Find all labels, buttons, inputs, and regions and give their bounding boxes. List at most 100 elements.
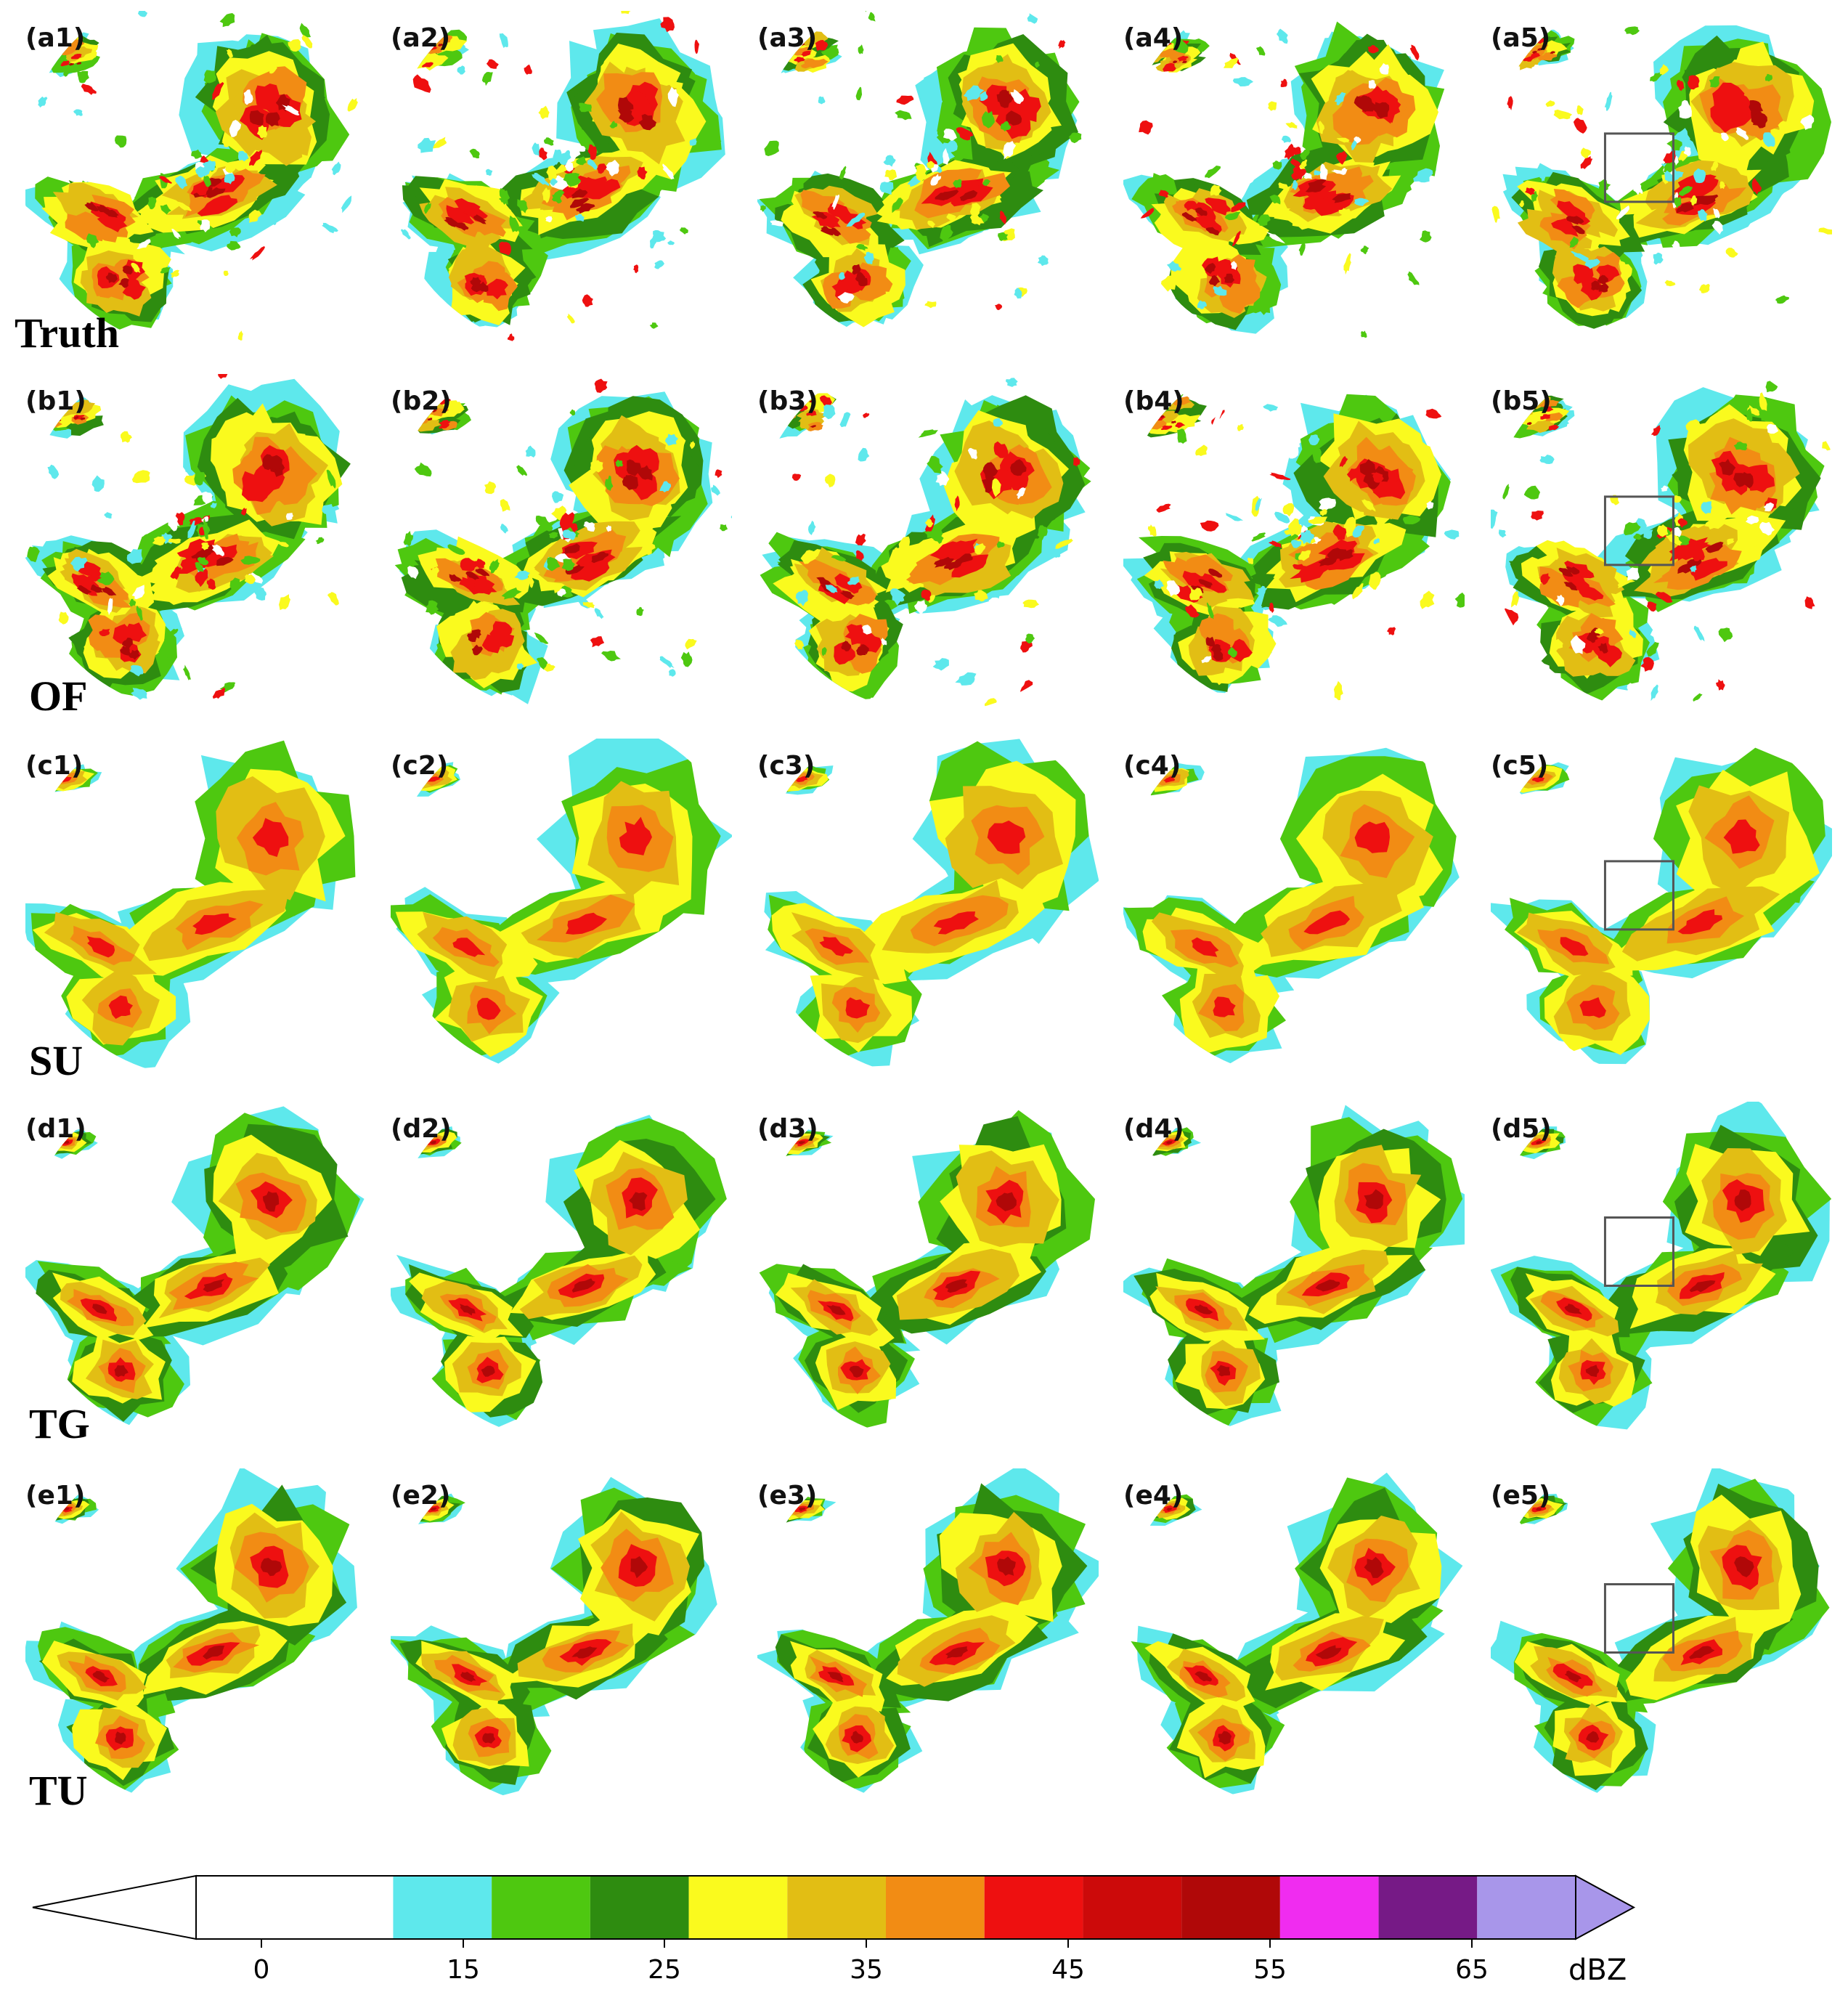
echo-speckle bbox=[1272, 160, 1282, 170]
echo-speckle bbox=[609, 121, 618, 129]
echo-speckle bbox=[1624, 26, 1640, 36]
echo-speckle bbox=[1693, 168, 1706, 184]
radar-map bbox=[757, 1468, 1099, 1797]
echo-speckle bbox=[1720, 132, 1729, 142]
echo-dred bbox=[115, 1731, 126, 1745]
echo-speckle bbox=[575, 214, 585, 222]
radar-map bbox=[757, 11, 1085, 333]
echo-speckle bbox=[1656, 524, 1669, 537]
echo-speckle bbox=[1269, 195, 1281, 205]
echo-dred bbox=[945, 1279, 968, 1293]
echo-speckle bbox=[195, 568, 208, 588]
echo-speckle bbox=[1314, 170, 1322, 176]
echo-speckle bbox=[70, 556, 88, 572]
highlight-box bbox=[1603, 132, 1674, 203]
echo-speckle bbox=[269, 216, 277, 225]
echo-speckle bbox=[1210, 184, 1222, 196]
echo-red bbox=[571, 560, 610, 582]
echo-dred bbox=[1734, 1190, 1751, 1211]
radar-map bbox=[396, 11, 725, 344]
echo-speckle bbox=[166, 509, 180, 527]
echo-red bbox=[1175, 422, 1186, 428]
echo-speckle bbox=[1498, 529, 1507, 538]
beam-gap bbox=[477, 11, 505, 70]
colorbar-segment bbox=[886, 1876, 985, 1939]
echo-speckle bbox=[86, 233, 99, 248]
echo-dred bbox=[120, 646, 131, 656]
echo-speckle bbox=[1594, 86, 1605, 97]
echo-speckle bbox=[544, 137, 554, 146]
echo-speckle bbox=[282, 105, 300, 115]
echo-dred bbox=[1224, 273, 1235, 283]
echo-speckle bbox=[839, 166, 847, 180]
echo-red bbox=[1723, 819, 1760, 854]
colorbar-frame bbox=[195, 1875, 1576, 1940]
echo-speckle bbox=[982, 179, 991, 187]
echo-speckle bbox=[1072, 457, 1080, 467]
echo-red bbox=[1303, 910, 1351, 935]
echo-speckle bbox=[1454, 592, 1465, 608]
beam-gap bbox=[1577, 374, 1605, 433]
echo-red bbox=[806, 410, 817, 416]
echo-speckle bbox=[175, 175, 188, 190]
radar-map bbox=[391, 1468, 717, 1799]
echo-dred bbox=[1335, 549, 1354, 561]
echo-speckle bbox=[129, 664, 144, 677]
echo-dred bbox=[782, 419, 788, 423]
echo-speckle bbox=[915, 168, 927, 182]
beam-gap bbox=[112, 1102, 140, 1160]
echo-dred bbox=[1006, 110, 1022, 126]
echo-speckle bbox=[507, 333, 515, 344]
echo-speckle bbox=[764, 140, 779, 156]
echo-red bbox=[1551, 218, 1579, 237]
echo-dred bbox=[1364, 1189, 1384, 1210]
panel-label: (b3) bbox=[757, 386, 818, 416]
echo-speckle bbox=[664, 434, 679, 446]
echo-speckle bbox=[499, 241, 512, 256]
highlight-box bbox=[1603, 495, 1674, 566]
echo-speckle bbox=[238, 150, 249, 162]
echo-red bbox=[1177, 55, 1189, 62]
beam-gap bbox=[112, 1468, 140, 1527]
echo-speckle bbox=[1711, 221, 1723, 235]
echo-speckle bbox=[1407, 271, 1420, 285]
echo-speckle bbox=[1154, 579, 1165, 590]
echo-speckle bbox=[221, 136, 235, 147]
echo-dred bbox=[1597, 275, 1608, 285]
row-label: SU bbox=[29, 1037, 84, 1084]
echo-speckle bbox=[543, 663, 555, 672]
echo-speckle bbox=[650, 232, 659, 249]
echo-speckle bbox=[1166, 580, 1181, 597]
echo-speckle bbox=[536, 656, 548, 670]
beam-gap bbox=[844, 1102, 872, 1160]
echo-speckle bbox=[1256, 299, 1271, 315]
echo-speckle bbox=[953, 179, 962, 188]
echo-speckle bbox=[930, 174, 942, 186]
echo-speckle bbox=[249, 246, 265, 261]
echo-speckle bbox=[1402, 515, 1421, 524]
echo-speckle bbox=[1685, 419, 1701, 435]
echo-speckle bbox=[660, 17, 675, 33]
echo-dred bbox=[475, 568, 490, 577]
echo-speckle bbox=[104, 512, 113, 519]
echo-speckle bbox=[1719, 181, 1726, 190]
echo-speckle bbox=[1594, 627, 1604, 635]
echo-speckle bbox=[1300, 510, 1311, 527]
echo-speckle bbox=[918, 429, 938, 438]
echo-speckle bbox=[160, 267, 171, 274]
echo-speckle bbox=[1444, 529, 1460, 540]
echo-speckle bbox=[341, 195, 352, 214]
echo-red bbox=[1564, 561, 1595, 579]
echo-speckle bbox=[569, 409, 576, 416]
echo-dred bbox=[84, 202, 99, 211]
echo-speckle bbox=[884, 169, 897, 180]
echo-speckle bbox=[1690, 565, 1697, 572]
echo-red bbox=[1191, 937, 1219, 957]
echo-dred bbox=[839, 590, 855, 600]
echo-speckle bbox=[969, 203, 981, 216]
echo-dred bbox=[418, 52, 423, 55]
echo-speckle bbox=[1701, 501, 1712, 514]
echo-dred bbox=[1216, 1365, 1230, 1377]
echo-speckle bbox=[500, 524, 508, 534]
echo-dred bbox=[467, 632, 479, 642]
